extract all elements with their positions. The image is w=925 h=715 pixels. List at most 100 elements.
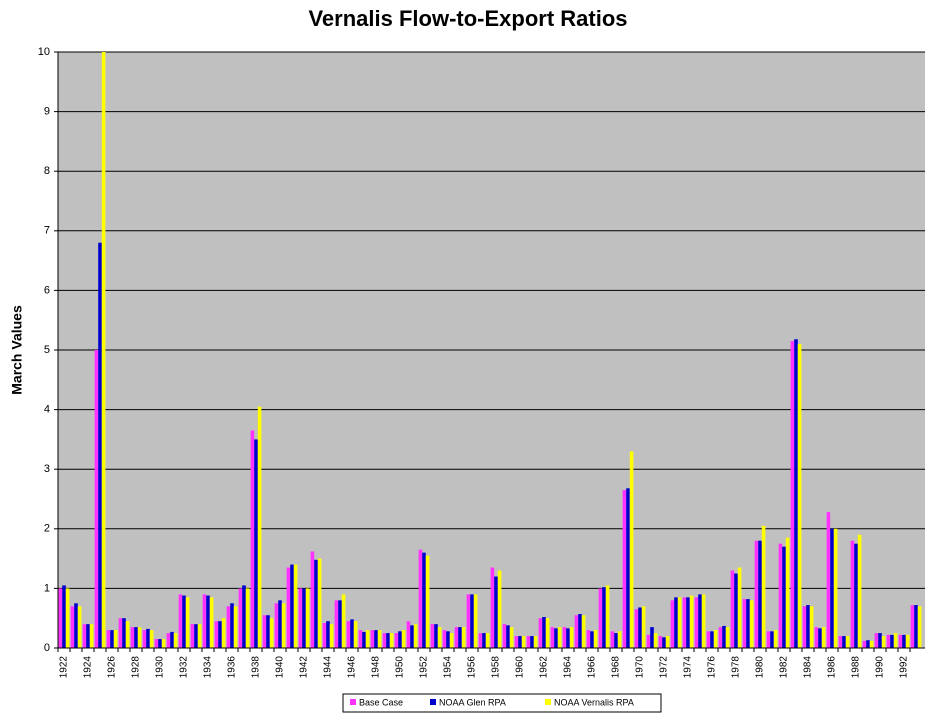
bar	[854, 543, 858, 648]
bar	[821, 627, 826, 648]
x-tick-label: 1964	[563, 656, 574, 679]
bar	[497, 570, 502, 648]
bar	[178, 594, 183, 648]
legend-swatch	[430, 699, 436, 705]
bar	[118, 618, 123, 648]
bar	[245, 588, 250, 648]
bar	[422, 552, 426, 648]
legend-box	[342, 693, 662, 713]
bar	[149, 630, 154, 648]
bar	[725, 627, 730, 648]
bar	[281, 603, 286, 648]
bar	[305, 588, 310, 648]
bar	[226, 606, 231, 648]
x-tick-label: 1928	[131, 656, 142, 679]
bar	[202, 594, 207, 648]
y-tick-label: 6	[44, 284, 50, 296]
bar	[626, 488, 630, 648]
bar	[257, 406, 262, 648]
bar	[749, 600, 754, 648]
bar	[622, 490, 627, 648]
x-tick-label: 1974	[683, 656, 694, 679]
bar	[710, 631, 714, 648]
bar	[778, 543, 783, 648]
legend-label: Base Case	[359, 697, 403, 707]
bar	[518, 636, 522, 648]
legend: Base Case NOAA Glen RPA NOAA Vernalis RPA	[342, 693, 662, 713]
bar	[298, 588, 303, 648]
bar	[917, 606, 922, 648]
x-tick-label: 1982	[779, 656, 790, 679]
y-tick-label: 2	[44, 523, 50, 535]
bar	[590, 631, 594, 648]
x-tick-label: 1944	[323, 656, 334, 679]
bar	[634, 609, 639, 648]
bar	[514, 636, 519, 648]
x-tick-label: 1988	[851, 656, 862, 679]
bar	[569, 627, 574, 648]
bar	[125, 621, 130, 648]
bar	[506, 625, 510, 648]
bar	[214, 621, 219, 648]
bar	[686, 597, 690, 648]
y-tick-label: 10	[38, 46, 50, 58]
bar	[293, 564, 298, 648]
bar	[730, 570, 735, 648]
bar	[190, 624, 195, 648]
legend-label: NOAA Glen RPA	[439, 697, 506, 707]
y-tick-label: 4	[44, 404, 50, 416]
bar	[161, 639, 166, 648]
bar	[314, 559, 318, 648]
x-tick-label: 1924	[83, 656, 94, 679]
bar	[806, 605, 810, 648]
bar	[269, 618, 274, 648]
x-tick-label: 1948	[371, 656, 382, 679]
bar	[389, 633, 394, 648]
bar	[766, 631, 771, 648]
bar	[437, 627, 442, 648]
bar	[694, 597, 699, 648]
bar	[857, 534, 862, 648]
bar	[326, 621, 330, 648]
bar	[578, 614, 582, 648]
x-tick-label: 1966	[587, 656, 598, 679]
y-tick-label: 9	[44, 106, 50, 118]
bar	[598, 588, 603, 648]
bar	[653, 633, 658, 648]
bar	[310, 551, 315, 648]
bar	[394, 633, 399, 648]
bar	[890, 634, 894, 648]
bar	[629, 451, 634, 648]
bar	[166, 633, 171, 648]
bar	[113, 630, 118, 648]
bar	[82, 624, 87, 648]
x-tick-label: 1962	[539, 656, 550, 679]
bar	[878, 633, 882, 648]
bar	[62, 585, 66, 648]
bar	[470, 594, 474, 648]
y-tick-label: 3	[44, 463, 50, 475]
bar	[610, 631, 615, 648]
x-tick-label: 1954	[443, 656, 454, 679]
bar	[290, 564, 294, 648]
bar	[770, 631, 774, 648]
x-tick-label: 1946	[347, 656, 358, 679]
bar	[197, 624, 202, 648]
bar	[418, 549, 423, 648]
bar	[398, 631, 402, 648]
x-tick-label: 1934	[203, 656, 214, 679]
bar	[593, 630, 598, 648]
legend-swatch	[545, 699, 551, 705]
bar	[550, 627, 555, 648]
x-tick-label: 1972	[659, 656, 670, 679]
bar	[869, 640, 874, 648]
bar	[605, 585, 610, 648]
bar	[650, 627, 654, 648]
bar	[106, 630, 111, 648]
bar	[746, 599, 750, 648]
bar	[94, 350, 99, 648]
bar	[353, 621, 358, 648]
bar	[317, 558, 322, 648]
x-tick-label: 1990	[875, 656, 886, 679]
